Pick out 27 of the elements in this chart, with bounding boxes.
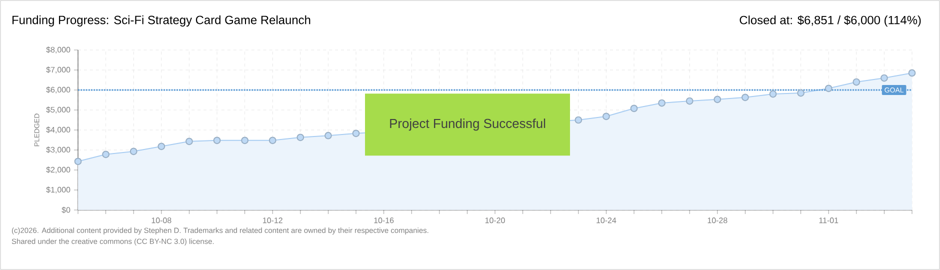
point: [324, 132, 332, 140]
point: [296, 134, 304, 142]
point: [880, 74, 888, 82]
chart-title: Funding Progress: Sci-Fi Strategy Card Game Relaunch: [12, 15, 310, 27]
point: [769, 90, 777, 98]
point: [742, 94, 749, 102]
point: [574, 116, 582, 124]
point: [797, 89, 804, 97]
point: [186, 138, 193, 146]
point: [908, 69, 916, 77]
point: [158, 142, 166, 150]
point: [130, 148, 138, 156]
point: [658, 99, 666, 107]
point: [102, 150, 110, 158]
point: [602, 112, 610, 120]
point: [714, 96, 722, 104]
point: [852, 78, 860, 86]
text: Closed at: $6,851 / $6,000 (114%): [740, 15, 921, 27]
point: [241, 136, 248, 144]
point: [268, 136, 276, 144]
point: [824, 84, 832, 92]
point: [74, 158, 82, 166]
point: [686, 97, 694, 105]
point: [630, 104, 638, 112]
point: [213, 136, 221, 144]
point: [352, 130, 360, 138]
annotation: Project Funding Successful: [390, 118, 546, 131]
